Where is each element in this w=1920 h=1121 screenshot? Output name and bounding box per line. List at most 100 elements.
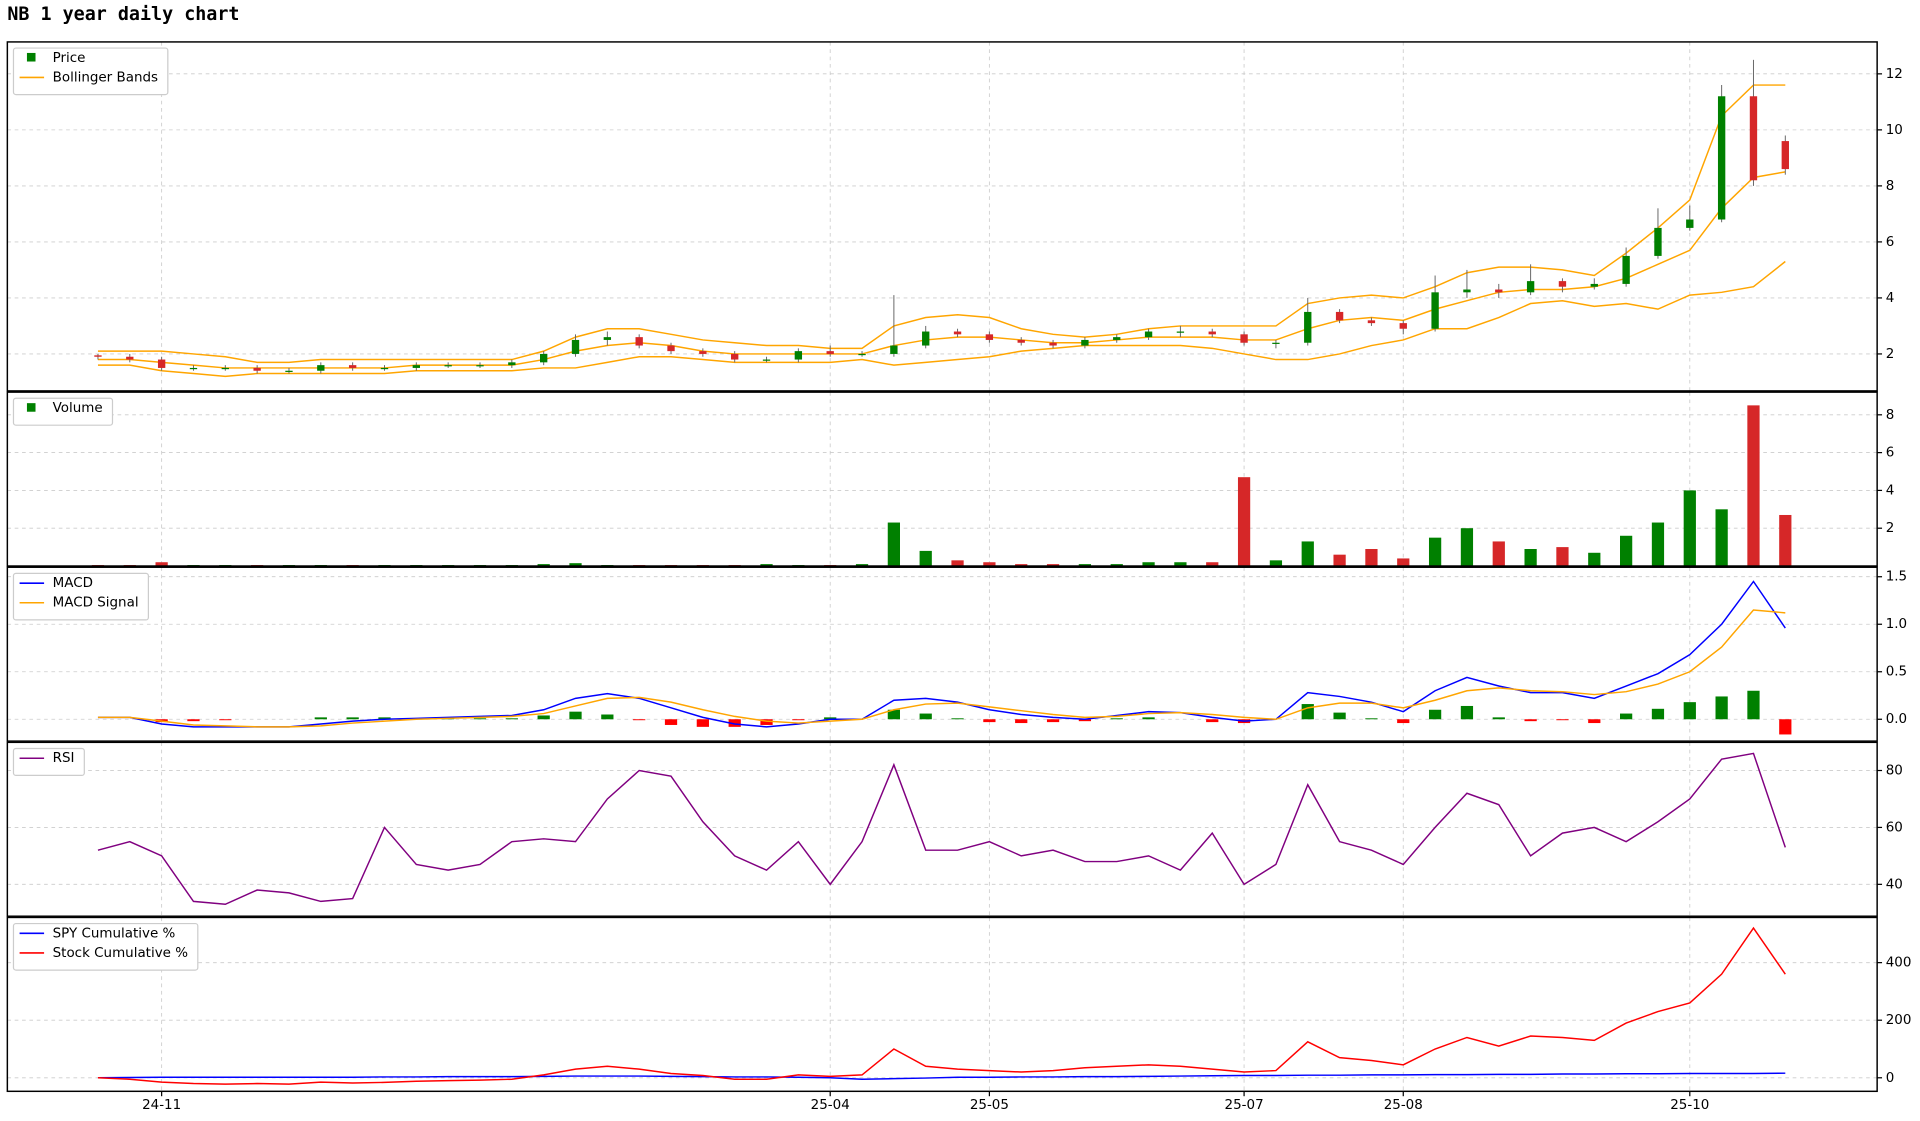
candle-body	[1176, 331, 1185, 333]
volume-bar	[1174, 562, 1187, 567]
volume-bar	[983, 562, 996, 567]
candle-body	[1335, 311, 1344, 321]
x-tick-label: 25-10	[1670, 1098, 1709, 1113]
panel-frame	[6, 566, 1878, 742]
macd-hist-bar	[1620, 713, 1633, 720]
macd-hist-bar	[1556, 719, 1569, 721]
macd-hist-bar	[1779, 719, 1792, 735]
volume-bar	[1651, 522, 1665, 567]
series-line	[97, 926, 1786, 1085]
macd-hist-bar	[569, 711, 582, 720]
macd-hist-bar	[760, 719, 773, 725]
macd-hist-bar	[1046, 719, 1060, 723]
volume-bar	[1301, 541, 1314, 567]
candle-body	[508, 362, 516, 366]
candle-body	[1208, 331, 1216, 335]
macd-hist-bar	[1715, 696, 1728, 720]
legend-label: Volume	[53, 401, 103, 416]
candle-body	[699, 351, 707, 354]
bollinger-lower	[97, 260, 1786, 378]
candle-body	[476, 365, 484, 367]
volume-bar	[1556, 547, 1569, 567]
candle-body	[1049, 342, 1057, 346]
macd-hist-bar	[1301, 704, 1314, 720]
candle-body	[1686, 219, 1694, 228]
y-tick-label: 1.5	[1886, 570, 1907, 585]
candle-body	[412, 365, 420, 368]
candle-body	[731, 353, 739, 360]
series-line	[97, 580, 1786, 728]
candle-body	[94, 355, 102, 357]
volume-bar	[537, 564, 550, 567]
macd-hist-bar	[378, 717, 391, 720]
macd-hist-bar	[1651, 708, 1665, 720]
volume-bar	[1779, 514, 1792, 567]
volume-bar	[1365, 549, 1378, 567]
volume-bar	[919, 550, 932, 567]
candle-body	[1272, 342, 1280, 344]
legend-box	[12, 47, 169, 96]
y-tick-label: 4	[1886, 291, 1895, 306]
macd-hist-bar	[951, 718, 964, 720]
x-tick-label: 25-05	[970, 1098, 1009, 1113]
volume-bar	[1110, 564, 1123, 567]
y-tick-label: 80	[1886, 764, 1903, 779]
candle-body	[1399, 323, 1407, 329]
macd-hist-bar	[792, 719, 805, 721]
series-line	[97, 752, 1787, 906]
legend-label: Stock Cumulative %	[53, 946, 189, 961]
bollinger-upper	[97, 84, 1786, 364]
volume-bar	[1747, 405, 1760, 567]
macd-hist-bar	[824, 717, 837, 720]
candle-body	[603, 337, 612, 340]
legend-box	[12, 572, 149, 621]
candle-body	[1113, 337, 1121, 340]
y-tick-label: 0.5	[1886, 665, 1907, 680]
candle-body	[1463, 289, 1471, 293]
candle-body	[1654, 227, 1662, 256]
y-tick-label: 8	[1886, 408, 1895, 423]
volume-bar	[1078, 564, 1092, 567]
legend-label: Price	[53, 51, 86, 66]
candle-body	[189, 367, 198, 370]
y-tick-label: 10	[1886, 123, 1903, 138]
macd-hist-bar	[1206, 719, 1219, 723]
legend-label: MACD Signal	[53, 596, 139, 611]
y-tick-label: 40	[1886, 877, 1903, 892]
macd-hist-bar	[633, 719, 646, 721]
candle-body	[1590, 283, 1598, 287]
volume-bar	[1492, 541, 1505, 567]
macd-hist-bar	[664, 719, 678, 725]
volume-bar	[1333, 554, 1346, 567]
chart-title: NB 1 year daily chart	[7, 4, 239, 25]
volume-bar	[1683, 490, 1696, 567]
macd-hist-bar	[696, 719, 709, 727]
legend-label: Bollinger Bands	[53, 70, 158, 85]
macd-hist-bar	[1397, 719, 1410, 724]
y-tick-label: 6	[1886, 446, 1895, 461]
candle-body	[126, 356, 134, 360]
bollinger-middle	[97, 171, 1786, 369]
volume-bar	[1397, 558, 1410, 567]
candle-body	[444, 365, 452, 367]
legend-swatch	[26, 403, 36, 412]
y-tick-label: 400	[1886, 956, 1912, 971]
macd-hist-bar	[1683, 702, 1696, 720]
macd-hist-bar	[919, 713, 932, 720]
legend: Volume	[12, 397, 114, 426]
candle-body	[762, 359, 771, 361]
candle-body	[157, 359, 166, 368]
y-tick-label: 1.0	[1886, 617, 1907, 632]
x-tick-label: 24-11	[142, 1098, 181, 1113]
macd-hist-bar	[1524, 719, 1537, 722]
candle-body	[985, 334, 994, 340]
candle-body	[317, 365, 325, 371]
candle-body	[1367, 320, 1376, 324]
volume-bar	[155, 562, 168, 567]
volume-bar	[760, 564, 773, 567]
candle-body	[1081, 339, 1089, 346]
candle-body	[1749, 96, 1758, 181]
legend-label: MACD	[53, 576, 93, 591]
